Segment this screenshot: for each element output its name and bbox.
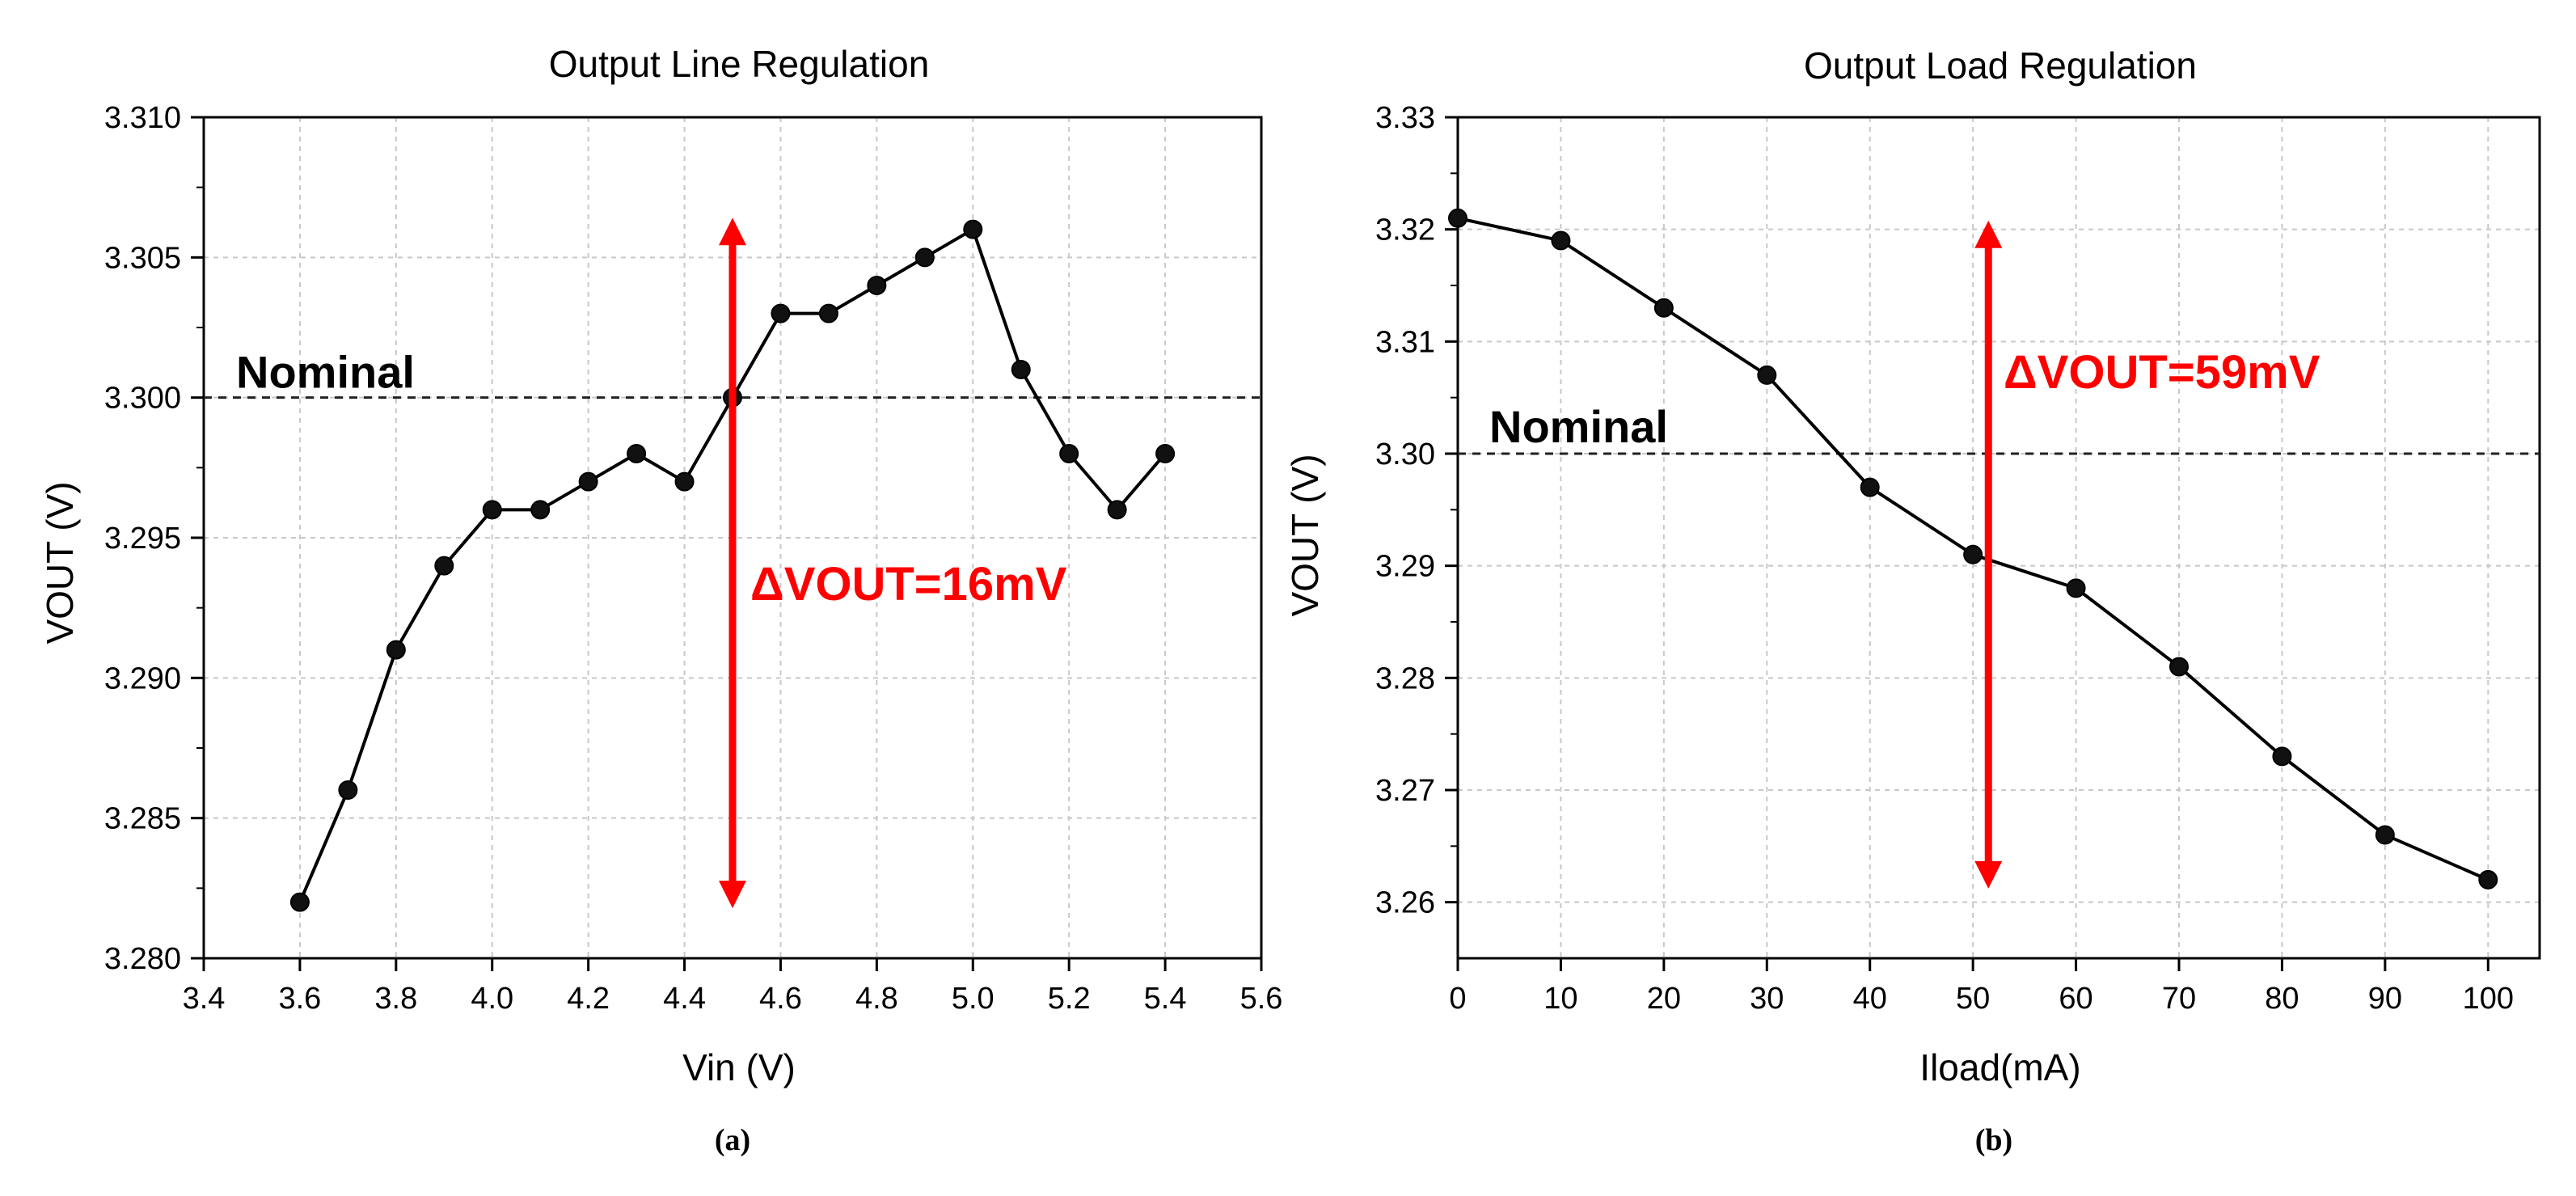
data-point [771,303,791,323]
delta-arrow-head-top [1974,220,2003,248]
data-point [818,303,838,323]
chart-title: Output Load Regulation [1804,44,2197,87]
y-tick-label: 3.28 [1375,661,1435,695]
y-tick-label: 3.295 [104,522,181,556]
y-tick-label: 3.310 [104,101,181,135]
x-tick-label: 30 [1750,982,1784,1016]
data-point [1653,298,1674,318]
x-tick-label: 5.4 [1144,982,1187,1016]
x-tick-label: 50 [1956,982,1990,1016]
delta-arrow [719,218,746,909]
data-point [1011,360,1031,379]
data-point [2272,746,2292,767]
x-tick-label: 5.0 [952,982,995,1016]
chart-line-regulation: Output Line Regulation Vin (V) VOUT (V) … [39,43,1282,1157]
delta-arrow-head-top [719,218,746,246]
data-point [1448,208,1467,228]
x-tick-label: 3.4 [183,982,226,1016]
y-tick-label: 3.29 [1375,550,1435,584]
x-tick-label: 4.0 [471,982,513,1016]
data-point [2375,825,2395,845]
chart-title: Output Line Regulation [549,43,930,85]
y-tick-label: 3.290 [104,661,181,695]
x-tick-label: 3.8 [374,982,417,1016]
data-point [674,471,695,492]
x-tick-label: 40 [1853,982,1887,1016]
x-tick-label: 0 [1449,982,1466,1016]
nominal-label: Nominal [1489,401,1668,452]
data-point [914,247,935,268]
data-point [2066,578,2086,598]
data-point [578,471,598,492]
data-point [1551,230,1571,251]
data-point [434,556,454,576]
data-point [1107,500,1127,520]
data-point [1963,544,1983,564]
delta-arrow [1974,220,2003,889]
data-point [2169,657,2189,677]
delta-label: ΔVOUT=16mV [750,558,1067,611]
x-tick-label: 5.6 [1240,982,1283,1016]
y-axis-label: VOUT (V) [1284,454,1326,616]
data-point [1860,477,1880,497]
x-tick-label: 70 [2162,982,2196,1016]
x-tick-label: 10 [1543,982,1577,1016]
figure-caption: (a) [715,1123,750,1157]
nominal-label: Nominal [236,347,415,398]
y-tick-label: 3.300 [104,382,181,416]
chart-load-regulation: Output Load Regulation Iload(mA) VOUT (V… [1284,44,2541,1157]
x-tick-label: 60 [2059,982,2092,1016]
y-tick-label: 3.285 [104,802,181,836]
figure-caption: (b) [1975,1123,2012,1157]
delta-arrow-head-bottom [1974,860,2003,889]
y-tick-label: 3.27 [1375,774,1435,808]
y-axis-label: VOUT (V) [39,481,81,644]
data-point [963,219,983,239]
delta-arrow-head-bottom [719,881,746,909]
x-tick-label: 5.2 [1048,982,1091,1016]
data-point [289,892,310,912]
x-tick-label: 4.2 [567,982,610,1016]
x-tick-label: 4.4 [663,982,706,1016]
x-tick-label: 20 [1647,982,1681,1016]
y-tick-label: 3.305 [104,241,181,275]
y-tick-label: 3.30 [1375,437,1435,471]
data-point [386,640,406,660]
y-tick-label: 3.26 [1375,886,1435,920]
y-tick-label: 3.280 [104,942,181,976]
x-tick-label: 4.8 [855,982,898,1016]
data-point [867,276,887,295]
data-point [1059,444,1079,463]
delta-label: ΔVOUT=59mV [2004,346,2321,399]
data-point [627,444,647,463]
data-point [482,500,502,520]
y-tick-label: 3.31 [1375,325,1435,359]
plot-frame [202,116,1263,960]
data-point [338,780,358,800]
x-axis-label: Vin (V) [682,1046,796,1088]
y-tick-label: 3.32 [1375,213,1435,247]
plot-frame [1456,116,2541,960]
data-point [2478,869,2498,890]
data-point [1757,365,1777,385]
x-axis-label: Iload(mA) [1919,1046,2080,1088]
x-tick-label: 4.6 [759,982,802,1016]
y-tick-label: 3.33 [1375,101,1435,135]
x-tick-label: 80 [2265,982,2299,1016]
data-point [530,500,551,520]
data-point [1155,444,1176,463]
x-tick-label: 3.6 [278,982,321,1016]
x-tick-label: 100 [2463,982,2514,1016]
x-tick-label: 90 [2368,982,2402,1016]
